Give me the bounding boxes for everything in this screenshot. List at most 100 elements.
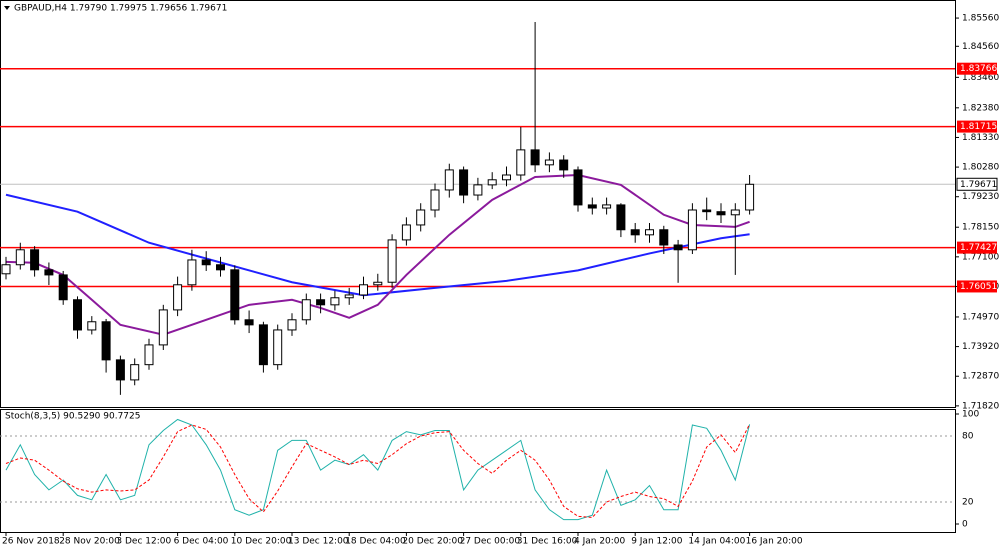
candle-body (587, 204, 597, 209)
stoch-line (5, 423, 751, 518)
stoch-tick-label: 0 (962, 520, 968, 530)
candle-body (516, 149, 526, 176)
candle-body (1, 264, 11, 275)
candle-body (745, 183, 755, 211)
x-tick-label: 31 Dec 16:00 (517, 537, 578, 547)
candle-body (373, 281, 383, 286)
y-tick-label: 1.84560 (962, 42, 999, 52)
candle-body (230, 269, 240, 321)
price-panel (0, 0, 956, 408)
level-box (957, 120, 997, 133)
candle-body (187, 259, 197, 286)
x-tick-label: 13 Dec 12:00 (288, 537, 349, 547)
candle-body (244, 319, 254, 326)
y-tick-label: 1.73920 (962, 342, 999, 352)
chart-title: GBPAUD,H4 1.79790 1.79975 1.79656 1.7967… (14, 4, 227, 14)
candle-body (87, 321, 97, 331)
candle-body (559, 159, 569, 171)
x-tick-label: 16 Jan 20:00 (746, 537, 803, 547)
candle-body (158, 309, 168, 346)
candle-body (115, 359, 125, 381)
candle-body (459, 169, 469, 196)
x-tick-label: 18 Dec 04:00 (345, 537, 406, 547)
y-tick-label: 1.77100 (962, 252, 999, 262)
candle-body (58, 274, 68, 301)
candle-body (716, 211, 726, 216)
candle-body (487, 179, 497, 186)
y-tick-label: 1.79230 (962, 192, 999, 202)
y-tick-label: 1.74970 (962, 312, 999, 322)
candle-body (30, 249, 40, 271)
candle-body (173, 284, 183, 311)
candle-body (287, 319, 297, 331)
stoch-tick-label: 100 (962, 410, 979, 420)
candle-body (645, 229, 654, 236)
candle-body (344, 294, 354, 299)
candle-body (258, 324, 268, 366)
candle-body (602, 204, 612, 209)
stoch-title: Stoch(8,3,5) 90.5290 90.7725 (5, 412, 140, 422)
x-tick-label: 4 Jan 20:00 (574, 537, 626, 547)
candle-body (44, 269, 54, 276)
candle-body (273, 329, 283, 366)
candle-body (201, 259, 211, 266)
candle-body (702, 209, 712, 213)
candle-body (430, 189, 440, 211)
candle-body (401, 224, 411, 241)
title-icon (4, 6, 10, 10)
level-box (957, 280, 997, 293)
candle-body (101, 321, 111, 361)
x-tick-label: 28 Nov 20:00 (59, 537, 120, 547)
candle-body (330, 297, 340, 306)
candle-body (144, 344, 154, 366)
moving-average (5, 173, 750, 336)
y-tick-label: 1.81330 (962, 133, 999, 143)
candle-body (216, 264, 225, 271)
candle-body (301, 299, 311, 321)
candle-body (444, 169, 454, 191)
candle-body (359, 284, 368, 296)
x-tick-label: 14 Jan 04:00 (688, 537, 745, 547)
x-tick-label: 27 Dec 00:00 (460, 537, 521, 547)
x-tick-label: 26 Nov 2018 (2, 537, 60, 547)
level-label: 1.83766 (960, 64, 997, 74)
candle-body (630, 229, 640, 236)
level-label: 1.76051 (960, 282, 997, 292)
candle-body (544, 159, 554, 166)
candle-body (673, 244, 683, 251)
moving-average (5, 193, 750, 297)
x-tick-label: 9 Jan 12:00 (631, 537, 683, 547)
candle-body (130, 364, 140, 381)
stoch-panel (0, 409, 956, 533)
stoch-tick-label: 80 (962, 432, 974, 442)
y-tick-label: 1.72870 (962, 372, 999, 382)
x-tick-label: 3 Dec 12:00 (116, 537, 171, 547)
candle-body (502, 174, 511, 181)
candle-body (416, 209, 426, 226)
candle-body (316, 299, 326, 306)
y-tick-label: 1.85560 (962, 14, 999, 24)
y-tick-label: 1.71820 (962, 401, 999, 411)
candle-body (573, 169, 583, 206)
candle-body (730, 209, 740, 216)
x-tick-label: 10 Dec 20:00 (231, 537, 292, 547)
y-tick-label: 1.83460 (962, 73, 999, 83)
y-tick-label: 1.78150 (962, 223, 999, 233)
current-price-label: 1.79671 (960, 180, 997, 190)
level-box (957, 62, 997, 75)
candle-body (659, 229, 669, 246)
candle-body (687, 209, 697, 251)
level-label: 1.77427 (960, 243, 997, 253)
candle-body (73, 299, 82, 331)
candle-body (473, 184, 483, 196)
level-box (957, 241, 997, 254)
candle-body (15, 249, 25, 266)
candle-body (387, 239, 397, 283)
stoch-tick-label: 20 (962, 498, 974, 508)
current-price-box (956, 177, 998, 191)
y-tick-label: 1.82380 (962, 103, 999, 113)
y-tick-label: 1.80280 (962, 163, 999, 173)
x-tick-label: 20 Dec 20:00 (402, 537, 463, 547)
